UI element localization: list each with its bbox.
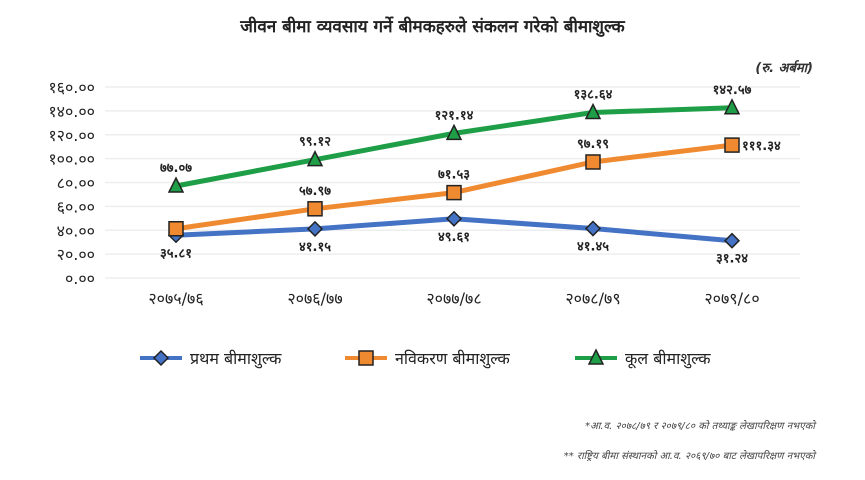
data-label: ३५.८१	[160, 246, 192, 261]
data-label: १३८.६४	[574, 87, 613, 102]
data-point-square	[585, 154, 601, 170]
data-label: १४२.५७	[713, 83, 752, 98]
legend-marker	[152, 349, 170, 367]
data-label: ७७.०७	[160, 161, 192, 176]
data-point-diamond	[584, 220, 602, 237]
data-label: ४१.४५	[577, 240, 609, 255]
y-tick-label: ६०.००	[57, 197, 95, 216]
data-point-diamond	[445, 210, 463, 227]
legend-label: कूल बीमाशुल्क	[625, 349, 711, 369]
data-point-triangle	[584, 102, 602, 120]
y-tick-label: १४०.००	[48, 102, 95, 121]
data-point-triangle	[723, 98, 741, 115]
x-tick-label: २०७७/७८	[426, 289, 481, 308]
footnote-1: *आ.व. २०७८/७९ र २०७९/८० को तथ्याङ्क लेखा…	[585, 421, 815, 432]
data-point-triangle	[445, 123, 463, 141]
y-tick-label: ०.००	[65, 269, 95, 288]
data-label: ३१.२४	[716, 252, 748, 267]
data-point-diamond	[723, 232, 741, 249]
legend-label: नविकरण बीमाशुल्क	[395, 349, 510, 369]
legend-label: प्रथम बीमाशुल्क	[190, 349, 282, 369]
footnote-2: ** राष्ट्रिय बीमा संस्थानको आ.व. २०६९/७०…	[563, 451, 815, 462]
x-tick-label: २०७५/७६	[148, 289, 203, 308]
data-point-square	[168, 220, 184, 237]
data-point-square	[446, 184, 462, 201]
data-point-square	[724, 137, 740, 153]
data-point-square	[307, 201, 323, 217]
data-point-triangle	[167, 176, 185, 193]
legend-marker	[587, 348, 605, 365]
data-label: ४९.६१	[438, 230, 470, 245]
data-label: १२१.१४	[435, 108, 474, 123]
data-label: ९७.१९	[577, 137, 609, 152]
data-label: १११.३४	[742, 139, 781, 154]
y-tick-label: १६०.००	[48, 78, 95, 97]
data-label: ९९.१२	[299, 135, 331, 150]
data-label: ७१.५३	[438, 168, 470, 183]
unit-label: (रु. अर्बमा)	[755, 61, 813, 76]
data-point-triangle	[306, 149, 324, 167]
legend-marker	[358, 350, 374, 366]
x-tick-label: २०७९/८०	[704, 289, 759, 308]
data-label: ४१.१५	[299, 240, 331, 255]
y-tick-label: १२०.००	[48, 126, 95, 145]
y-tick-label: १००.००	[48, 150, 95, 169]
y-tick-label: ४०.००	[57, 221, 95, 240]
y-tick-label: ८०.००	[57, 174, 95, 193]
data-label: ५७.९७	[299, 184, 331, 199]
x-tick-label: २०७६/७७	[287, 289, 342, 308]
chart-title: जीवन बीमा व्यवसाय गर्ने बीमकहरुले संकलन …	[240, 17, 625, 37]
y-tick-label: २०.००	[57, 245, 95, 264]
x-tick-label: २०७८/७९	[565, 289, 620, 308]
data-point-diamond	[306, 220, 324, 237]
